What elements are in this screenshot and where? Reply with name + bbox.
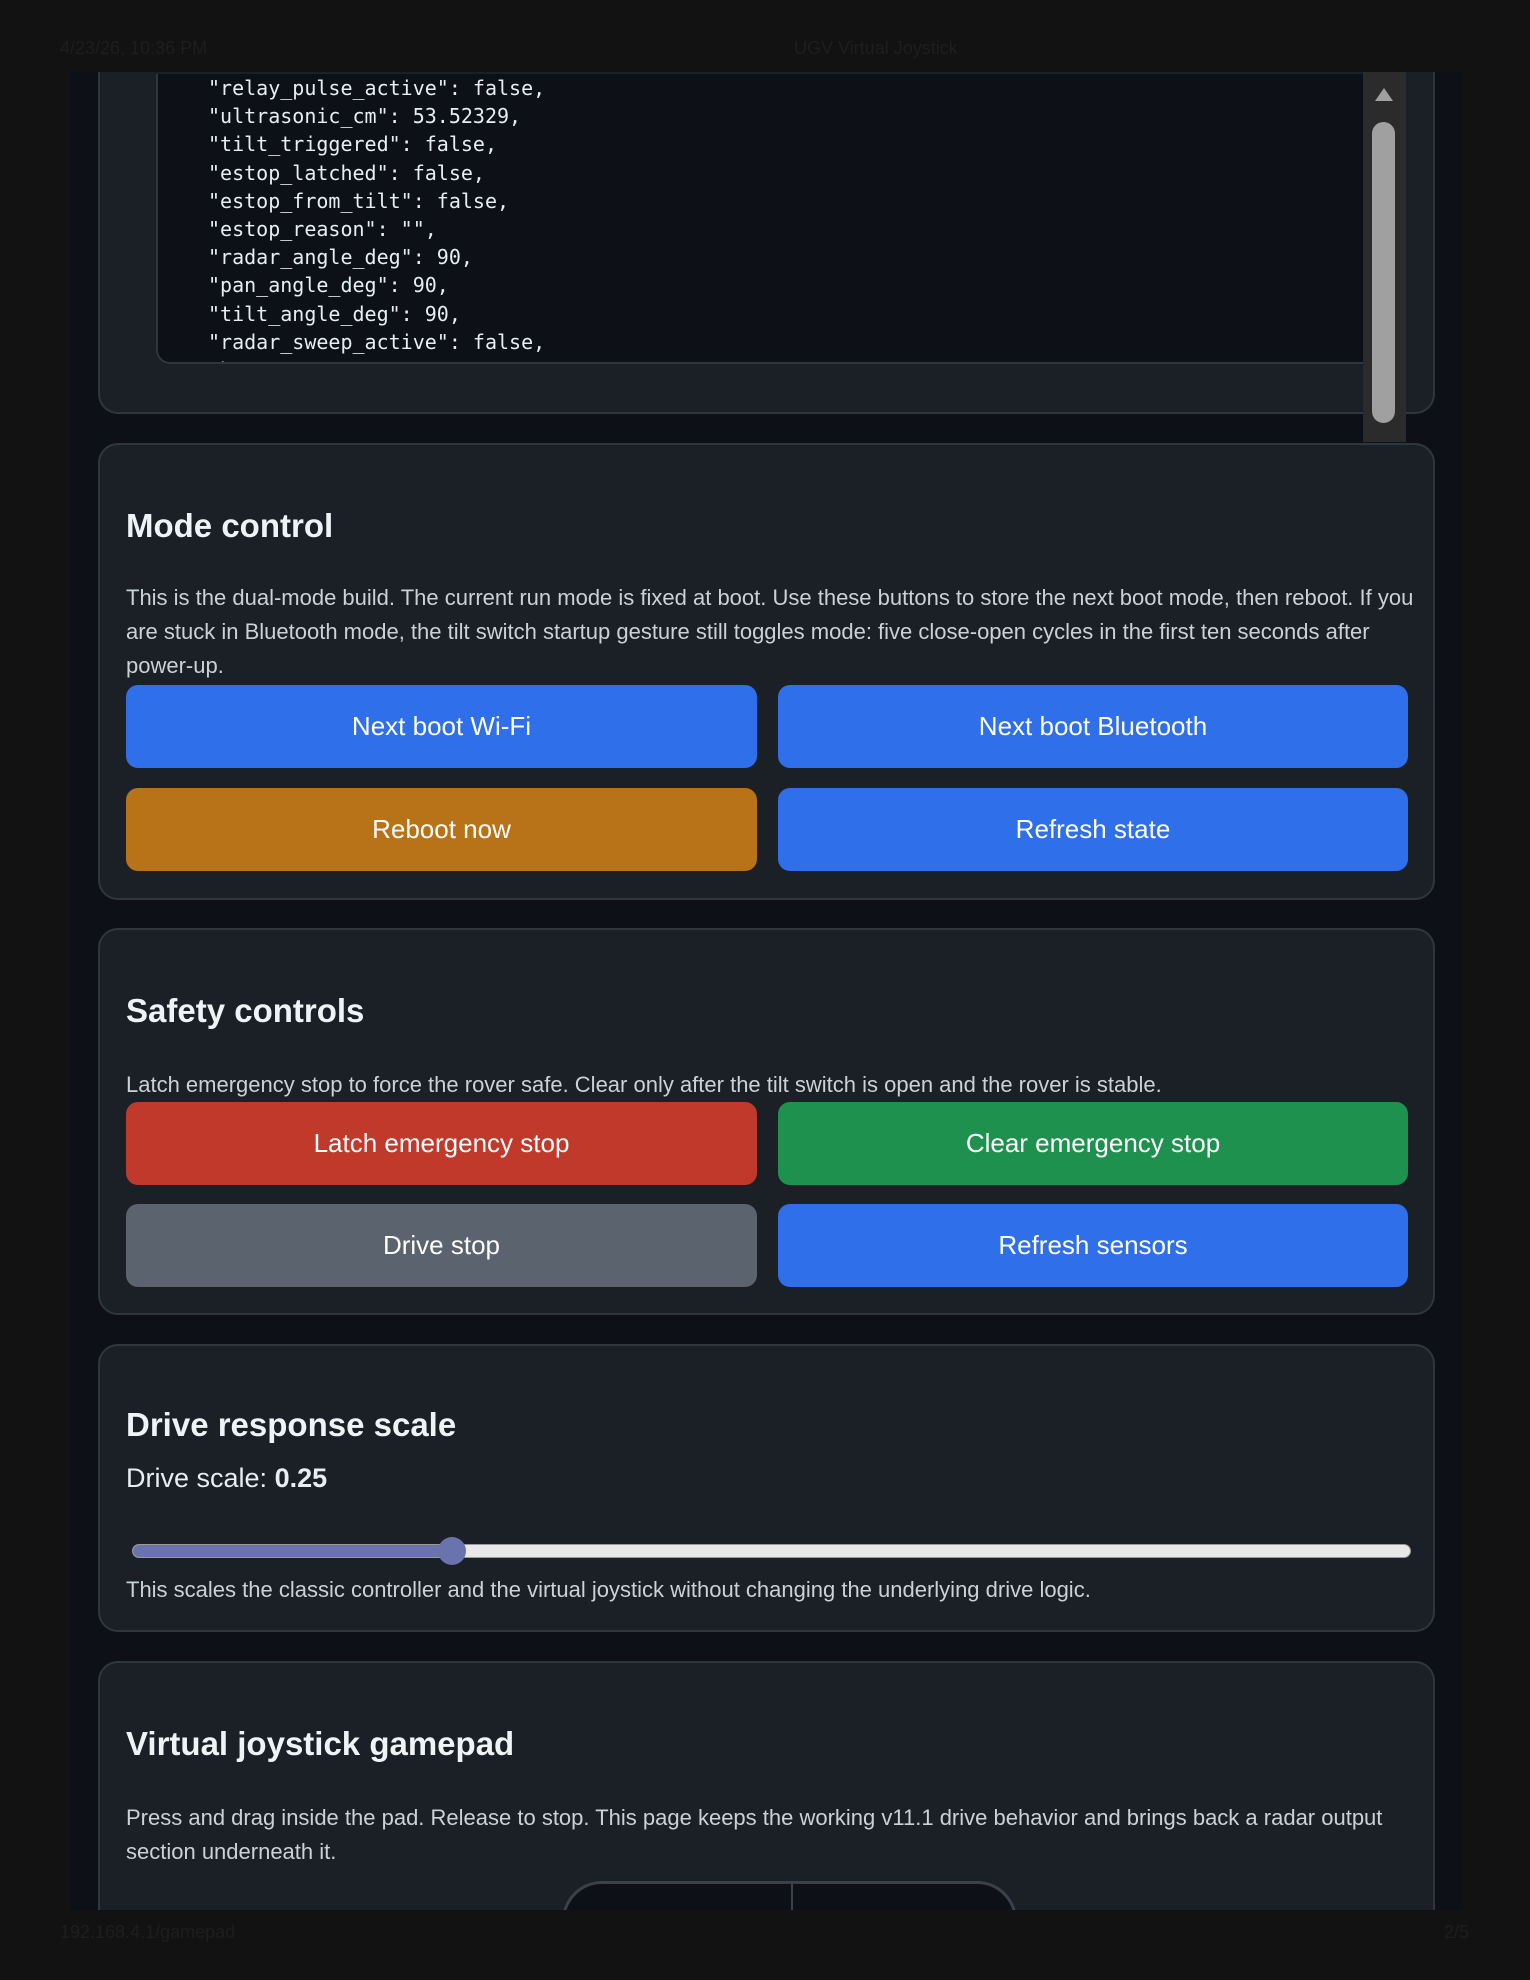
state-scrollbar[interactable] [1363,72,1406,442]
safety-controls-card: Safety controls Latch emergency stop to … [98,928,1435,1315]
scroll-thumb[interactable] [1372,122,1395,423]
drive-stop-button[interactable]: Drive stop [126,1204,757,1287]
mode-control-card: Mode control This is the dual-mode build… [98,443,1435,900]
drive-scale-value: 0.25 [274,1463,328,1493]
section-title: Mode control [126,507,334,544]
section-title: Drive response scale [126,1406,457,1443]
json-line: "radar_angle_deg": 90, [208,245,473,270]
scroll-up-arrow-icon[interactable] [1375,88,1393,101]
state-json-output: "relay_pulse_active": false, "ultrasonic_… [156,74,1400,364]
json-line: "boot_count": 1 [208,356,1398,362]
section-description: Press and drag inside the pad. Release t… [126,1805,1383,1864]
pad-center-line [791,1884,793,1910]
json-line: "tilt_angle_deg": 90, [208,301,461,326]
refresh-state-button[interactable]: Refresh state [778,788,1408,871]
slider-thumb[interactable] [438,1537,467,1565]
reboot-now-button[interactable]: Reboot now [126,788,757,871]
json-line: "estop_reason": "", [208,217,437,242]
json-line: "radar_sweep_active": false, [208,329,546,354]
json-line: "pan_angle_deg": 90, [208,273,449,298]
section-description: Latch emergency stop to force the rover … [126,1072,1162,1097]
print-datetime: 4/23/26, 10:36 PM [60,38,208,58]
refresh-sensors-button[interactable]: Refresh sensors [778,1204,1408,1287]
joystick-pad[interactable] [562,1881,1017,1910]
print-page-number: 2/5 [1444,1922,1470,1942]
section-title: Virtual joystick gamepad [126,1725,515,1762]
drive-scale-slider[interactable] [132,1537,1411,1565]
json-line: "estop_latched": false, [208,160,485,185]
virtual-joystick-card: Virtual joystick gamepad Press and drag … [98,1661,1435,1910]
json-line: "estop_from_tilt": false, [208,188,510,213]
section-description: This is the dual-mode build. The current… [126,585,1414,678]
clear-estop-button[interactable]: Clear emergency stop [778,1102,1408,1185]
latch-estop-button[interactable]: Latch emergency stop [126,1102,757,1185]
page-viewport: "relay_pulse_active": false, "ultrasonic_… [70,72,1463,1910]
section-title: Safety controls [126,992,365,1029]
json-line: "relay_pulse_active": false, [208,76,546,100]
json-line: "tilt_triggered": false, [208,132,497,157]
drive-scale-caption: This scales the classic controller and t… [126,1577,1091,1602]
print-url: 192.168.4.1/gamepad [60,1922,236,1942]
drive-scale-card: Drive response scale Drive scale: 0.25 T… [98,1344,1435,1632]
state-card: "relay_pulse_active": false, "ultrasonic_… [98,72,1435,414]
json-line: "ultrasonic_cm": 53.52329, [208,104,522,129]
drive-scale-label: Drive scale: [126,1463,268,1493]
next-boot-wifi-button[interactable]: Next boot Wi-Fi [126,685,757,768]
drive-scale-readout: Drive scale: 0.25 [126,1461,1416,1495]
print-title: UGV Virtual Joystick [794,38,958,58]
slider-fill [133,1545,453,1557]
next-boot-bluetooth-button[interactable]: Next boot Bluetooth [778,685,1408,768]
